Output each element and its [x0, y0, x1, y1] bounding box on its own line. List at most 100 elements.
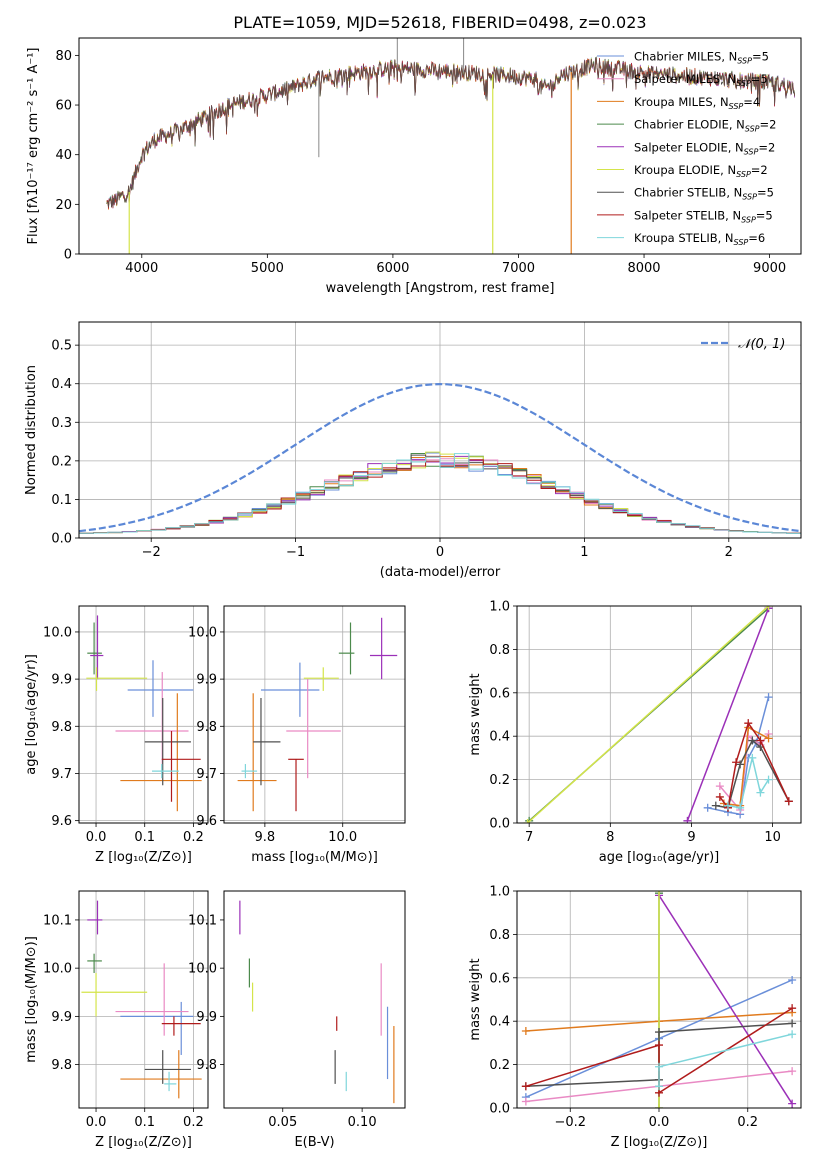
series-marker	[523, 819, 532, 823]
series-marker	[703, 803, 712, 812]
series-marker	[736, 760, 745, 769]
x-tick-label: 10.0	[328, 830, 357, 845]
series-marker	[788, 1004, 797, 1013]
x-tick-label: −0.2	[554, 1115, 586, 1130]
panel-age_vs_mass: 9.8 10.0 9.6 9.7 9.8 9.9 10.0 mass [log₁₀(M/M⊙)…	[188, 605, 406, 865]
x-tick-label: 0.0	[649, 1115, 670, 1130]
x-axis-label: mass [log₁₀(M/M⊙)]	[251, 850, 378, 865]
x-tick-label: 6000	[376, 261, 409, 276]
legend-label: Kroupa MILES, NSSP=4	[634, 95, 760, 111]
legend-label: Salpeter MILES, NSSP=5	[634, 72, 768, 88]
y-tick-label: 0.0	[51, 532, 72, 547]
x-tick-label: 8000	[627, 261, 660, 276]
x-tick-label: 7	[525, 830, 533, 845]
legend-label: Kroupa ELODIE, NSSP=2	[634, 163, 768, 179]
x-tick-label: 7000	[502, 261, 535, 276]
panel-mass_weight_vs_age: 7 8 9 10 0.0 0.2 0.4 0.6 0.8 1.0 age [log₁₀(age/yr…	[468, 600, 802, 865]
y-tick-label: 0.6	[489, 686, 510, 701]
series-marker	[521, 1082, 530, 1091]
legend-label: Salpeter ELODIE, NSSP=2	[634, 140, 775, 156]
plot-area	[237, 617, 398, 812]
series-marker	[764, 693, 773, 702]
y-tick-label: 0	[64, 248, 72, 263]
y-tick-label: 10.0	[188, 962, 217, 977]
legend-label: Chabrier ELODIE, NSSP=2	[634, 118, 776, 134]
x-axis-label: age [log₁₀(age/yr)]	[599, 850, 720, 865]
x-axis-label: (data-model)/error	[380, 565, 501, 580]
series-marker	[756, 788, 765, 797]
panel-age_vs_Z: 0.0 0.1 0.2 9.6 9.7 9.8 9.9 10.0 Z [log₁₀(Z/Z⊙)]…	[24, 605, 209, 865]
axes-frame	[78, 890, 209, 1109]
series-marker	[655, 1082, 663, 1091]
series-marker	[756, 736, 765, 745]
x-tick-label: −2	[142, 545, 161, 560]
y-tick-label: 1.0	[489, 885, 510, 900]
y-axis-label: mass weight	[468, 958, 483, 1040]
series-marker	[655, 891, 663, 895]
x-axis-label: E(B-V)	[294, 1135, 334, 1150]
series-marker	[748, 736, 757, 745]
y-tick-label: 0.2	[489, 773, 510, 788]
series-marker	[788, 1067, 797, 1076]
x-tick-label: 10	[764, 830, 781, 845]
y-tick-label: 0.1	[51, 493, 72, 508]
series-marker	[711, 801, 720, 810]
panel-residuals: 𝒩(0, 1) −2 −1 0 1 2 0.0 0.1 0.2 0.3 0.4 0.5 (data-mo…	[24, 321, 802, 580]
y-tick-label: 60	[55, 99, 72, 114]
series-marker	[788, 1030, 797, 1039]
y-axis-label: Flux [fλ10⁻¹⁷ erg cm⁻² s⁻¹ A⁻¹]	[26, 48, 41, 245]
y-axis-label: Normed distribution	[24, 365, 39, 495]
y-tick-label: 0.8	[489, 643, 510, 658]
panel-mass_weight_vs_Z: −0.2 0.0 0.2 0.0 0.2 0.4 0.6 0.8 1.0 Z [log₁₀(Z/Z…	[468, 885, 802, 1150]
series-marker	[732, 758, 741, 767]
y-tick-label: 9.6	[51, 814, 72, 829]
x-tick-label: 5000	[251, 261, 284, 276]
y-tick-label: 10.1	[188, 913, 217, 928]
panel-spectrum: Chabrier MILES, NSSP=5 Salpeter MILES, NS…	[26, 37, 802, 296]
series-line-kroupa-elodie	[526, 606, 770, 823]
series-marker	[764, 734, 773, 743]
axes-frame	[78, 605, 209, 824]
y-tick-label: 0.2	[489, 1058, 510, 1073]
y-tick-label: 1.0	[489, 600, 510, 615]
y-tick-label: 20	[55, 198, 72, 213]
x-tick-label: 0.2	[183, 1115, 204, 1130]
normal-legend-label: 𝒩(0, 1)	[738, 337, 785, 352]
x-tick-label: 9.8	[255, 830, 276, 845]
series-marker	[655, 1104, 663, 1108]
y-tick-label: 9.9	[196, 673, 217, 688]
plot-area	[86, 615, 202, 812]
spectrum-chabrier-stelib	[106, 56, 796, 208]
x-tick-label: 0.2	[183, 830, 204, 845]
axes-frame	[223, 605, 406, 824]
x-tick-label: 0.1	[134, 1115, 155, 1130]
series-marker	[655, 1062, 663, 1071]
x-axis-label: wavelength [Angstrom, rest frame]	[326, 281, 555, 296]
x-tick-label: 0.1	[134, 830, 155, 845]
plot-area	[239, 900, 395, 1104]
figure-title: PLATE=1059, MJD=52618, FIBERID=0498, z=0…	[233, 13, 646, 32]
y-tick-label: 9.7	[51, 767, 72, 782]
axes-frame	[516, 605, 802, 824]
y-tick-label: 0.8	[489, 928, 510, 943]
y-tick-label: 9.8	[196, 720, 217, 735]
legend-label: Chabrier MILES, NSSP=5	[634, 50, 769, 66]
y-tick-label: 0.4	[51, 377, 72, 392]
panel-mass_vs_Z: 0.0 0.1 0.2 9.8 9.9 10.0 10.1 Z [log₁₀(Z/Z⊙)] ma…	[24, 890, 209, 1150]
series-marker	[764, 775, 773, 784]
legend-label: Salpeter STELIB, NSSP=5	[634, 208, 773, 224]
x-tick-label: 9	[687, 830, 695, 845]
y-tick-label: 0.4	[489, 1015, 510, 1030]
series-marker	[655, 1041, 663, 1050]
series-line-chabrier-miles	[707, 696, 770, 816]
y-tick-label: 40	[55, 148, 72, 163]
legend-label: Chabrier STELIB, NSSP=5	[634, 186, 774, 202]
plot-area	[79, 382, 801, 538]
series-marker	[748, 753, 757, 762]
panel-mass_vs_ebv: 0.05 0.10 9.8 9.9 10.0 10.1 E(B-V)	[188, 890, 406, 1150]
series-line-salpeter-elodie	[686, 607, 770, 822]
series-line-salpeter-elodie	[658, 894, 793, 1105]
spectrum-legend: Chabrier MILES, NSSP=5 Salpeter MILES, NS…	[597, 50, 776, 247]
series-marker	[764, 606, 773, 610]
y-tick-label: 10.0	[43, 962, 72, 977]
